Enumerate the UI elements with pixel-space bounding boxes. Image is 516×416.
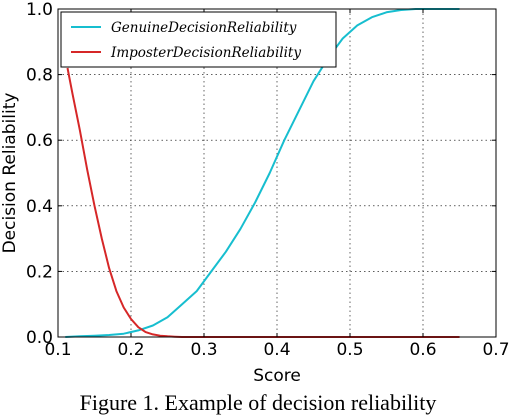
x-tick-label: 0.3 xyxy=(190,340,217,360)
x-axis-title: Score xyxy=(253,366,301,385)
figure-caption: Figure 1. Example of decision reliabilit… xyxy=(79,390,437,415)
x-tick-label: 0.5 xyxy=(336,340,363,360)
decision-reliability-chart: 0.1 0.2 0.3 0.4 0.5 0.6 0.70.00.20.40.60.81.0 … xyxy=(0,0,510,385)
x-tick-label: 0.1 xyxy=(44,340,71,360)
series-line-imposter xyxy=(66,67,460,338)
y-tick-label: 0.8 xyxy=(26,66,53,86)
series-line-genuine xyxy=(65,8,460,338)
legend-label-genuine: GenuineDecisionReliability xyxy=(111,20,297,36)
legend-label-imposter: ImposterDecisionReliability xyxy=(110,45,301,61)
ticks: 0.1 0.2 0.3 0.4 0.5 0.6 0.7 0.0 0.2 0.4 0.6 0.8 1.0 xyxy=(26,0,510,360)
y-tick-label: 0.4 xyxy=(26,197,53,217)
y-tick-label: 0.6 xyxy=(26,131,53,151)
x-tick-label: 0.6 xyxy=(409,340,436,360)
y-tick-label: 0.2 xyxy=(26,262,53,282)
x-tick-label: 0.2 xyxy=(117,340,144,360)
y-axis-title: Decision Reliability xyxy=(0,93,20,254)
legend: GenuineDecisionReliability ImposterDecis… xyxy=(60,11,337,68)
legend-box xyxy=(60,11,337,68)
y-tick-label: 0.0 xyxy=(26,328,53,348)
x-tick-label: 0.4 xyxy=(263,340,290,360)
x-tick-label: 0.7 xyxy=(482,340,509,360)
y-tick-label: 1.0 xyxy=(26,0,53,20)
